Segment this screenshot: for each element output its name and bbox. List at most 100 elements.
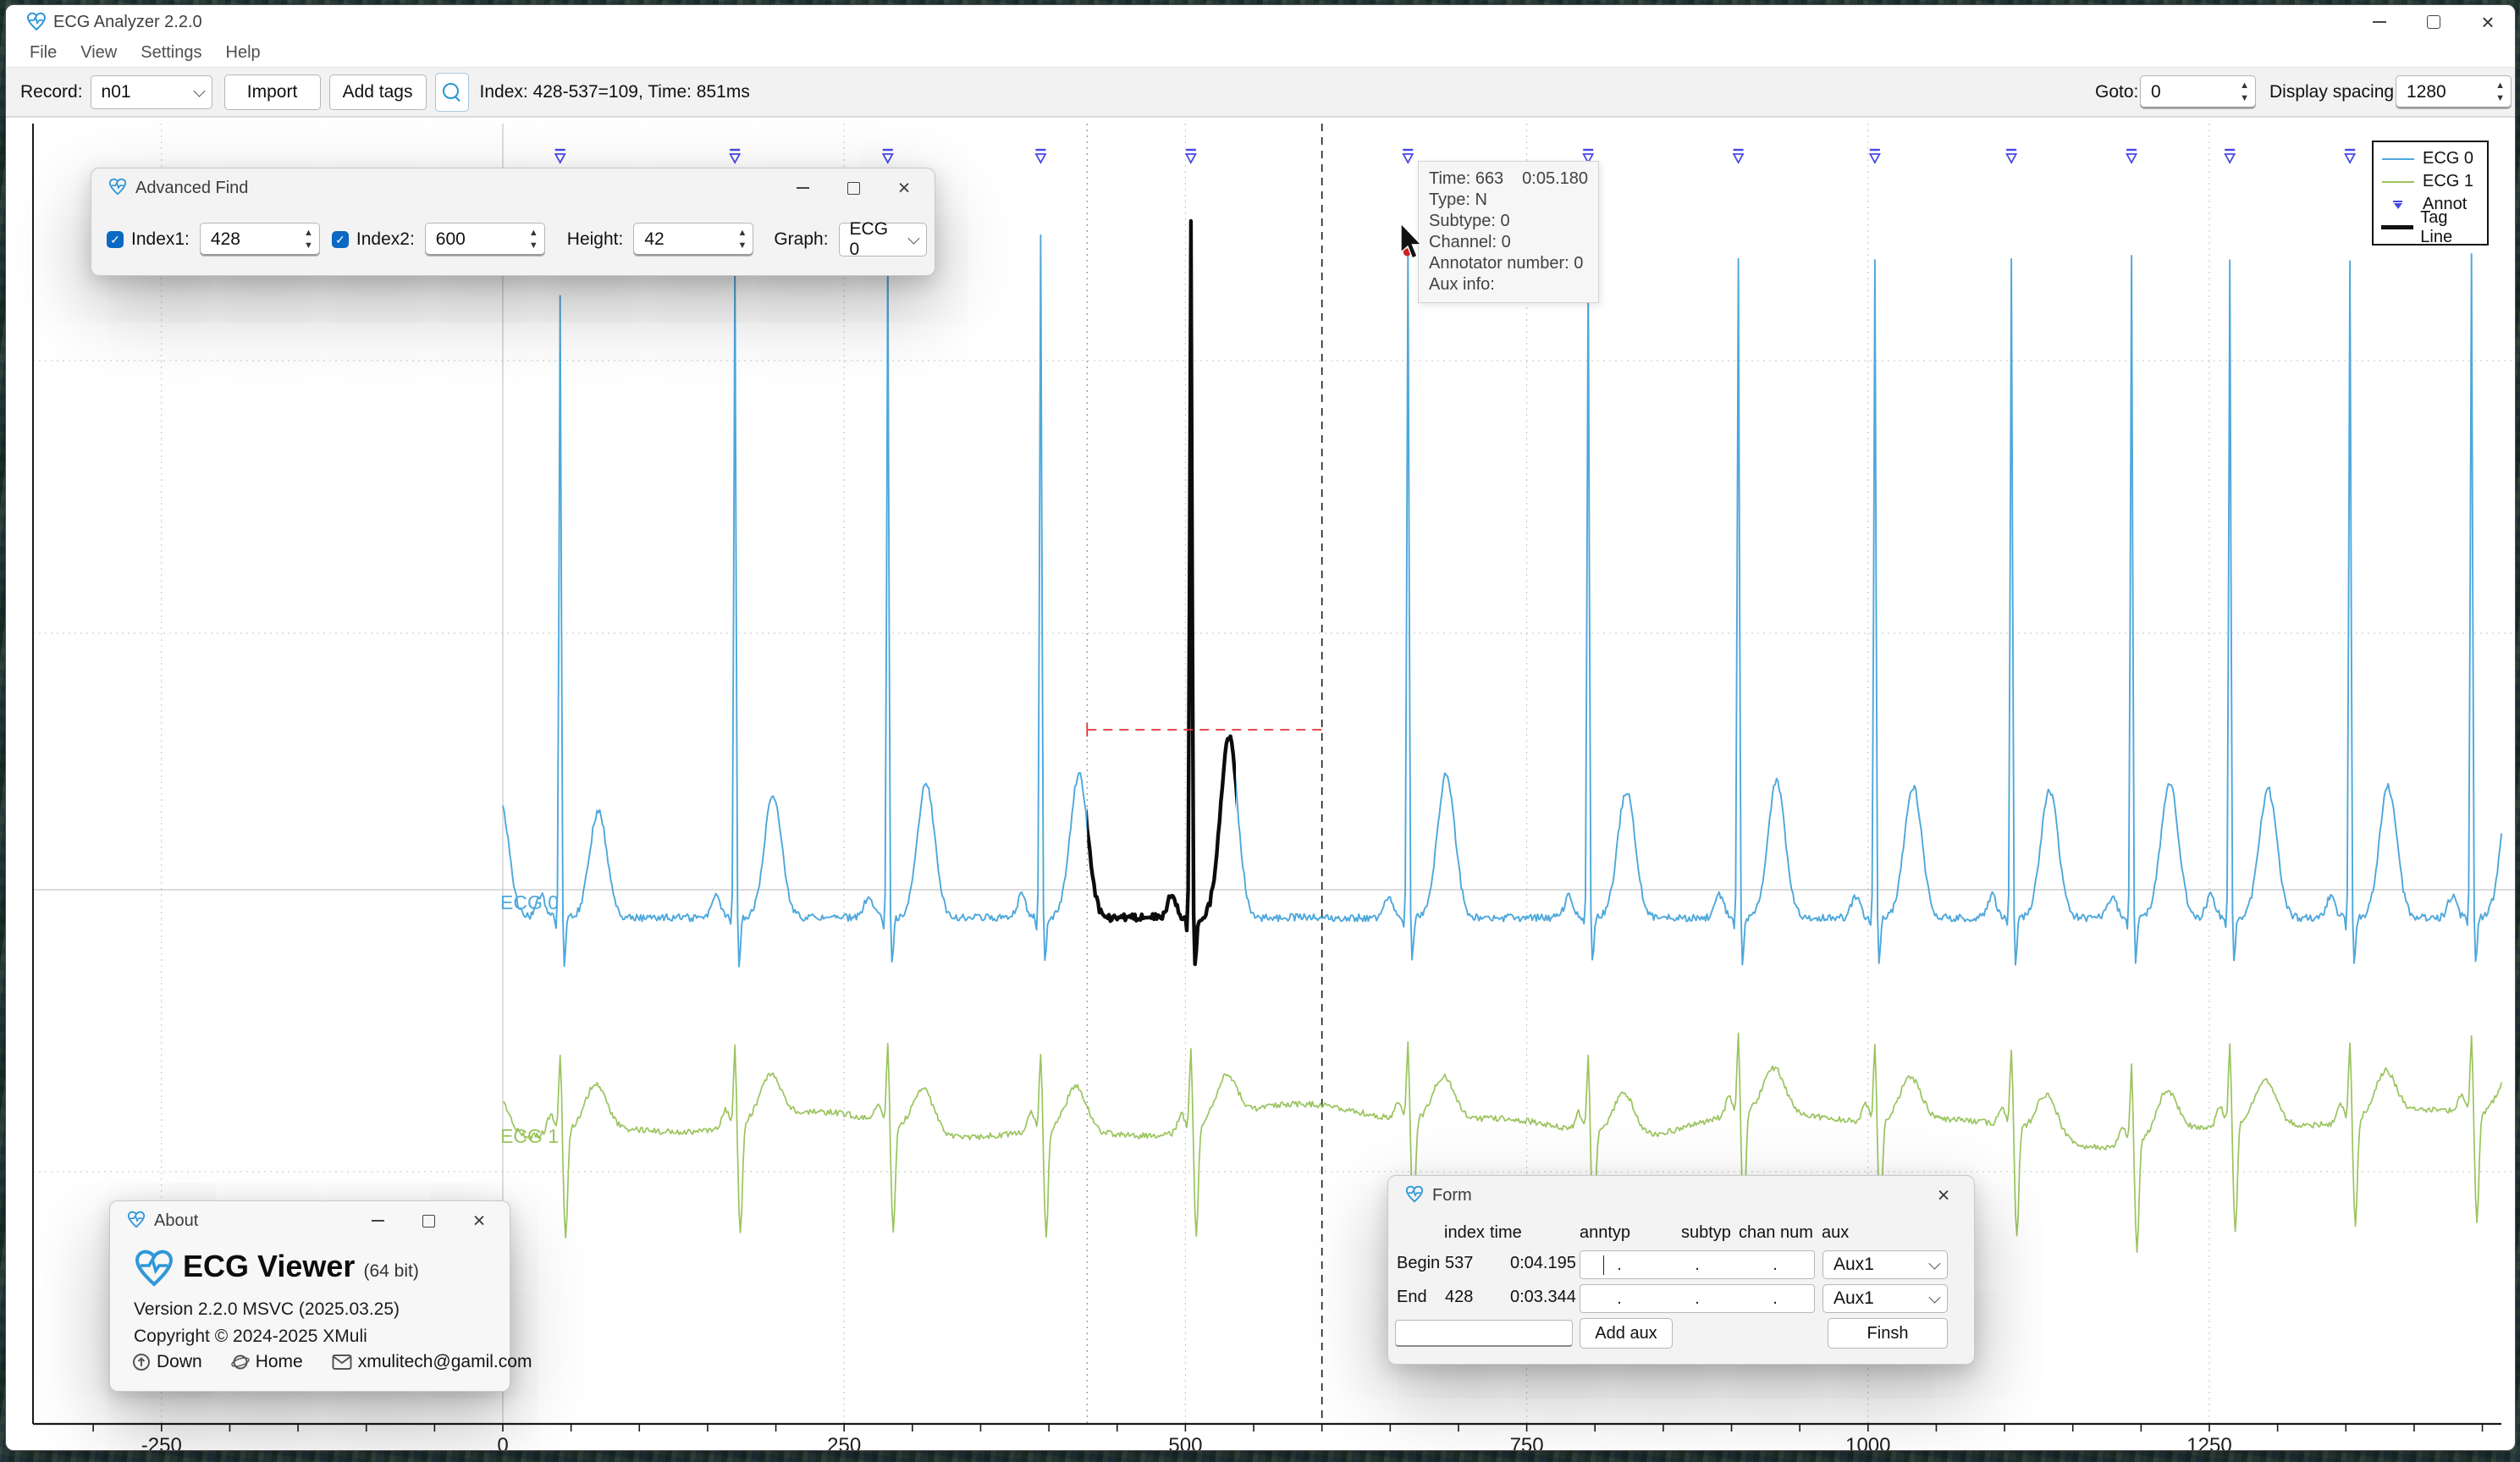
minimize-button[interactable] (2352, 5, 2407, 39)
tagline-swatch (2380, 225, 2413, 229)
menu-view[interactable]: View (69, 39, 129, 67)
display-spacing-value: 1280 (2407, 82, 2446, 102)
maximize-button[interactable] (828, 168, 879, 207)
import-button[interactable]: Import (224, 74, 321, 110)
end-aux-combobox[interactable]: Aux1 (1822, 1284, 1948, 1313)
record-label: Record: (20, 82, 83, 102)
window-controls: × (2352, 5, 2515, 39)
graph-combobox[interactable]: ECG 0 (839, 223, 927, 257)
index2-label: Index2: (356, 229, 415, 250)
app-window: -250025050075010001250ECG 0ECG 1 ECG Ana… (5, 4, 2516, 1451)
record-value: n01 (102, 82, 131, 102)
svg-text:-250: -250 (141, 1434, 182, 1451)
index1-checkbox[interactable]: ✓ (107, 231, 124, 248)
svg-text:ECG 0: ECG 0 (500, 891, 559, 913)
display-spacing-spinbox[interactable]: 1280 ▲▼ (2396, 75, 2512, 109)
end-time: 0:03.344 (1510, 1288, 1573, 1307)
spinner-arrows-icon[interactable]: ▲▼ (2240, 80, 2249, 105)
close-button[interactable]: × (1918, 1176, 1969, 1215)
text-caret (1603, 1255, 1604, 1275)
about-title: About (154, 1211, 198, 1231)
advanced-find-fields: ✓ Index1: 428 ▲▼ ✓ Index2: 600 ▲▼ Height… (91, 214, 935, 265)
chevron-down-icon (193, 85, 205, 97)
maximize-button[interactable] (2407, 5, 2461, 39)
index1-spinbox[interactable]: 428 ▲▼ (200, 223, 320, 257)
spinner-arrows-icon[interactable]: ▲▼ (529, 227, 538, 252)
height-spinbox[interactable]: 42 ▲▼ (633, 223, 753, 257)
about-dialog: About × ECG Viewer (64 bit) Version 2.2.… (109, 1200, 510, 1392)
ecg1-line-swatch (2380, 181, 2416, 183)
begin-row-label: Begin (1397, 1254, 1440, 1273)
home-icon (231, 1353, 250, 1371)
record-combobox[interactable]: n01 (91, 75, 212, 109)
dialog-heart-icon (108, 178, 127, 201)
begin-anntyp-input[interactable]: ... (1580, 1250, 1815, 1279)
tooltip-type: Type: N (1429, 190, 1588, 211)
chart-legend: ECG 0 ECG 1 Annot Tag Line (2372, 141, 2489, 246)
display-spacing-label: Display spacing: (2269, 82, 2399, 102)
add-aux-button[interactable]: Add aux (1580, 1318, 1673, 1349)
advanced-find-title: Advanced Find (135, 179, 248, 198)
svg-text:ECG 1: ECG 1 (500, 1125, 559, 1147)
search-icon (443, 83, 461, 102)
form-titlebar[interactable]: Form × (1388, 1176, 1974, 1215)
close-button[interactable]: × (454, 1201, 505, 1240)
finish-button[interactable]: Finsh (1828, 1318, 1948, 1349)
goto-spinbox[interactable]: 0 ▲▼ (2140, 75, 2256, 109)
col-header-aux: aux (1822, 1223, 1849, 1243)
dialog-heart-icon (1405, 1185, 1424, 1208)
col-header-subtyp: subtyp (1681, 1223, 1731, 1243)
col-header-index: index (1444, 1223, 1485, 1243)
add-tags-button[interactable]: Add tags (329, 74, 427, 110)
tooltip-time-value: 0:05.180 (1522, 168, 1588, 190)
form-title: Form (1432, 1186, 1472, 1205)
tooltip-auxinfo: Aux info: (1429, 274, 1588, 295)
email-icon (332, 1354, 352, 1371)
minimize-icon (2373, 21, 2386, 23)
index1-label: Index1: (131, 229, 190, 250)
legend-item-ecg1: ECG 1 (2380, 170, 2480, 193)
col-header-time: time (1490, 1223, 1522, 1243)
menu-bar: File View Settings Help (6, 39, 2515, 67)
minimize-button[interactable] (352, 1201, 403, 1240)
aux-text-input[interactable] (1395, 1320, 1573, 1347)
minimize-button[interactable] (777, 168, 828, 207)
goto-value: 0 (2151, 82, 2161, 102)
spinner-arrows-icon[interactable]: ▲▼ (737, 227, 747, 252)
dialog-heart-icon (127, 1211, 146, 1233)
chevron-down-icon (1928, 1292, 1940, 1304)
spinner-arrows-icon[interactable]: ▲▼ (2495, 80, 2505, 105)
begin-aux-combobox[interactable]: Aux1 (1822, 1250, 1948, 1279)
home-link[interactable]: Home (231, 1352, 303, 1372)
maximize-button[interactable] (403, 1201, 454, 1240)
tooltip-channel: Channel: 0 (1429, 232, 1588, 253)
index2-spinbox[interactable]: 600 ▲▼ (425, 223, 545, 257)
annot-marker-icon (2380, 201, 2416, 209)
index2-checkbox[interactable]: ✓ (332, 231, 349, 248)
advanced-find-dialog: Advanced Find × ✓ Index1: 428 ▲▼ ✓ Index… (91, 168, 935, 276)
about-links: Down Home xmulitech@gamil.com (132, 1352, 532, 1372)
maximize-icon (2427, 15, 2440, 29)
spinner-arrows-icon[interactable]: ▲▼ (304, 227, 313, 252)
close-button[interactable]: × (879, 168, 929, 207)
svg-text:500: 500 (1168, 1434, 1202, 1451)
chevron-down-icon (907, 233, 919, 245)
svg-text:0: 0 (497, 1434, 508, 1451)
download-link[interactable]: Down (132, 1352, 202, 1372)
legend-item-tagline: Tag Line (2380, 216, 2480, 239)
menu-file[interactable]: File (18, 39, 69, 67)
search-button[interactable] (435, 73, 469, 112)
close-button[interactable]: × (2461, 5, 2515, 39)
mouse-cursor (1394, 222, 1428, 270)
index-info-text: Index: 428-537=109, Time: 851ms (480, 82, 750, 102)
end-anntyp-input[interactable]: ... (1580, 1284, 1815, 1313)
email-link[interactable]: xmulitech@gamil.com (332, 1352, 532, 1372)
height-label: Height: (567, 229, 624, 250)
about-app-name: ECG Viewer (64 bit) (183, 1249, 419, 1284)
menu-settings[interactable]: Settings (129, 39, 213, 67)
download-icon (132, 1353, 151, 1371)
menu-help[interactable]: Help (214, 39, 273, 67)
about-logo-heart-icon (134, 1249, 174, 1294)
about-titlebar[interactable]: About × (110, 1201, 510, 1240)
advanced-find-titlebar[interactable]: Advanced Find × (91, 168, 935, 207)
